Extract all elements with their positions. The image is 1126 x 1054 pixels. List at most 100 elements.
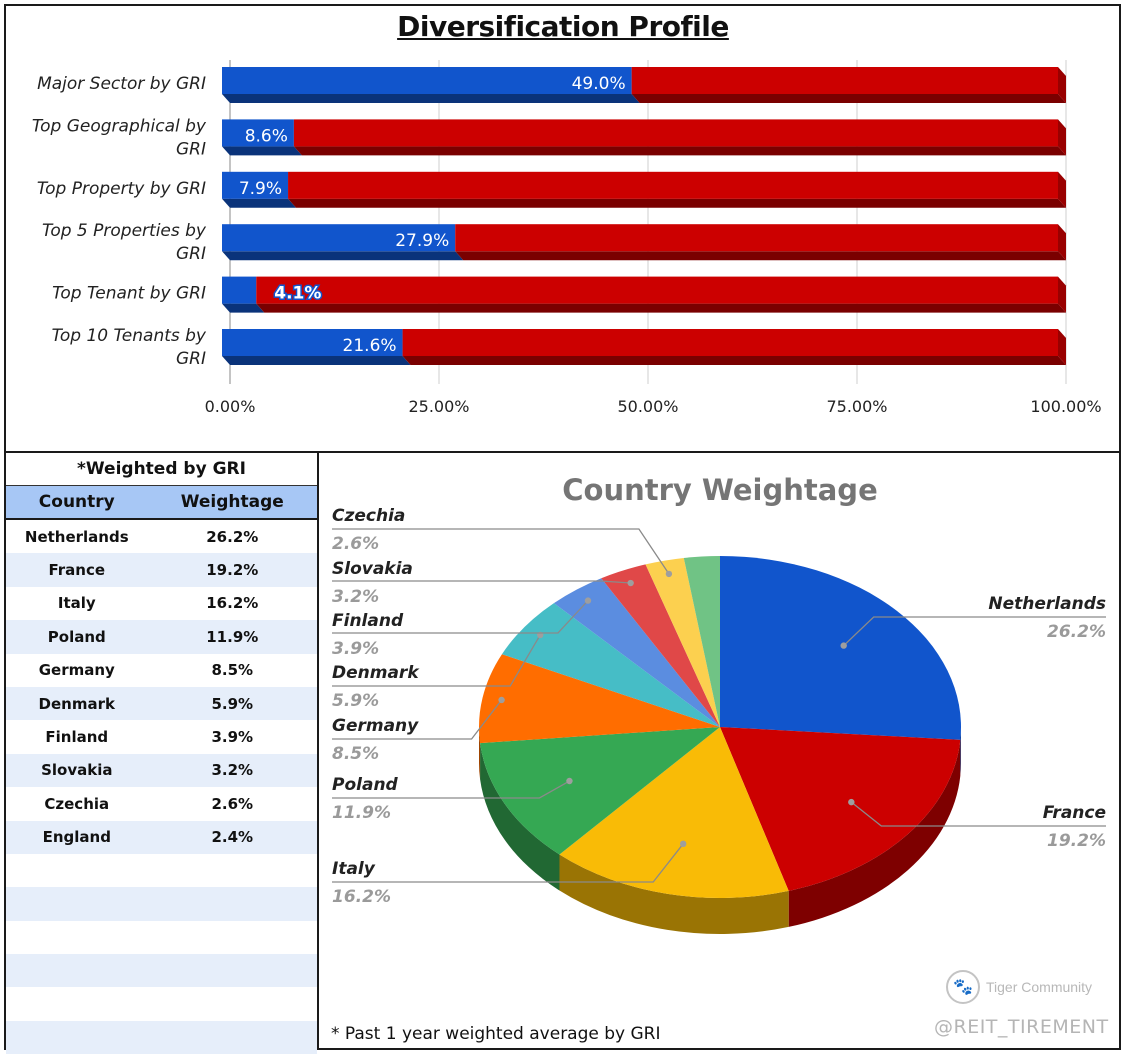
- cell-country: Denmark: [38, 694, 115, 713]
- cell-country: Germany: [38, 661, 115, 680]
- pie-slice-side: [788, 739, 961, 927]
- table-row: Italy 16.2%: [6, 587, 317, 620]
- bar-end-face: [1058, 329, 1066, 365]
- pie-title: Country Weightage: [562, 473, 878, 507]
- pie-slice: [501, 603, 720, 727]
- country-weightage-pie-chart: Country Weightage Netherlands 26.2% France 1…: [332, 473, 1106, 934]
- bar-end-face: [1058, 67, 1066, 103]
- category-label: GRI: [176, 349, 206, 369]
- pie-slice-percent: 19.2%: [1047, 831, 1106, 851]
- pie-slice-name: Netherlands: [988, 594, 1106, 614]
- bar-bottom-face: [222, 146, 302, 156]
- tiger-logo-icon: 🐾: [946, 970, 980, 1004]
- leader-dot: [679, 840, 687, 848]
- cell-country: Finland: [45, 728, 109, 747]
- pie-slice-name: Germany: [332, 716, 419, 736]
- section-divider: [4, 451, 1121, 453]
- pie-slice-percent: 3.9%: [332, 639, 379, 659]
- bar-segment-remainder: [256, 276, 1058, 304]
- pie-slice: [720, 556, 961, 740]
- table-row: Denmark 5.9%: [6, 686, 317, 721]
- pie-slice: [553, 578, 720, 727]
- table-row: England 2.4%: [6, 820, 317, 854]
- leader-line: [332, 528, 670, 575]
- cell-weightage: 5.9%: [211, 694, 254, 713]
- cell-country: France: [48, 561, 106, 580]
- leader-line: [332, 843, 684, 883]
- table-row: [6, 954, 317, 988]
- bar-bottom-face: [222, 94, 640, 103]
- category-label: Top Tenant by GRI: [52, 284, 206, 304]
- cell-country: Slovakia: [41, 761, 113, 780]
- leader-line: [332, 580, 631, 584]
- pie-slice-name: France: [1043, 803, 1106, 823]
- table-row: Netherlands 26.2%: [6, 520, 317, 553]
- bar-bottom-face: [222, 356, 411, 365]
- bar-bottom-face: [256, 303, 1066, 313]
- watermark-brand-text: Tiger Community: [986, 979, 1093, 995]
- cell-weightage: 3.2%: [211, 761, 254, 780]
- bar-segment-remainder: [402, 329, 1058, 356]
- pie-slice-name: Finland: [332, 611, 404, 631]
- bar-segment-primary: [222, 67, 632, 94]
- country-weightage-table: *Weighted by GRI Country Weightage Nethe…: [6, 453, 319, 1054]
- leader-dot: [584, 597, 592, 604]
- pie-slice-name: Slovakia: [332, 559, 413, 579]
- table-row: Poland 11.9%: [6, 620, 317, 654]
- leader-line: [332, 634, 541, 687]
- bar-bottom-face: [222, 198, 297, 208]
- cell-country: Netherlands: [24, 527, 129, 546]
- leader-line: [332, 780, 570, 799]
- watermark-brand: 🐾 Tiger Community: [946, 970, 1092, 1004]
- x-tick-label: 50.00%: [617, 397, 678, 416]
- pie-slice-percent: 16.2%: [332, 887, 391, 907]
- pie-slice-percent: 8.5%: [332, 744, 379, 764]
- bar-value-label: 8.6%: [245, 126, 288, 146]
- bar-end-face: [1058, 119, 1066, 156]
- bar-value-label: 27.9%: [395, 231, 449, 251]
- pie-slice-side: [960, 727, 961, 776]
- footnote: * Past 1 year weighted average by GRI: [331, 1024, 661, 1044]
- table-row: [6, 921, 317, 954]
- table-row: France 19.2%: [6, 553, 317, 587]
- table-row: Finland 3.9%: [6, 720, 317, 753]
- pie-slice-name: Denmark: [332, 663, 420, 683]
- bar-bottom-face: [222, 303, 265, 313]
- page-frame: [4, 4, 1121, 1050]
- category-label: Top 10 Tenants by: [52, 326, 207, 346]
- column-header-country: Country: [38, 492, 115, 512]
- diversification-bar-chart: 0.00% 25.00% 50.00% 75.00% 100.00% 49.0% Major…: [32, 60, 1102, 416]
- table-row: Germany 8.5%: [6, 654, 317, 687]
- table-caption: *Weighted by GRI: [6, 453, 317, 486]
- bar-end-face: [1058, 276, 1066, 313]
- leader-line: [850, 801, 1106, 827]
- bar-segment-primary: [222, 119, 294, 147]
- bar-bottom-face: [288, 198, 1066, 208]
- pie-slice: [479, 654, 720, 744]
- category-label: Top 5 Properties by: [42, 221, 207, 241]
- x-tick-label: 0.00%: [205, 397, 256, 416]
- x-tick-label: 25.00%: [408, 397, 469, 416]
- cell-weightage: 19.2%: [206, 561, 259, 580]
- pie-slice: [601, 564, 720, 727]
- category-label: GRI: [176, 139, 206, 159]
- table-row: [6, 854, 317, 887]
- category-label: Top Property by GRI: [37, 179, 206, 199]
- cell-weightage: 2.6%: [211, 794, 254, 813]
- cell-country: Italy: [57, 594, 96, 613]
- bar-segment-primary: [222, 276, 257, 304]
- table-header: Country Weightage: [6, 486, 317, 520]
- pie-slice-side: [479, 727, 481, 780]
- cell-weightage: 3.9%: [211, 728, 254, 747]
- leader-dot: [665, 570, 673, 578]
- bar-segment-remainder: [293, 119, 1058, 147]
- table-body: Netherlands 26.2% France 19.2% Italy 16.2% Pol…: [6, 520, 317, 1054]
- x-tick-label: 75.00%: [826, 397, 887, 416]
- cell-weightage: 16.2%: [206, 594, 259, 613]
- cell-country: Poland: [47, 627, 106, 646]
- cell-weightage: 26.2%: [206, 527, 259, 546]
- table-row: [6, 887, 317, 921]
- bar-segment-remainder: [288, 171, 1058, 199]
- bar-value-label: 7.9%: [239, 179, 282, 199]
- table-row: Czechia 2.6%: [6, 787, 317, 820]
